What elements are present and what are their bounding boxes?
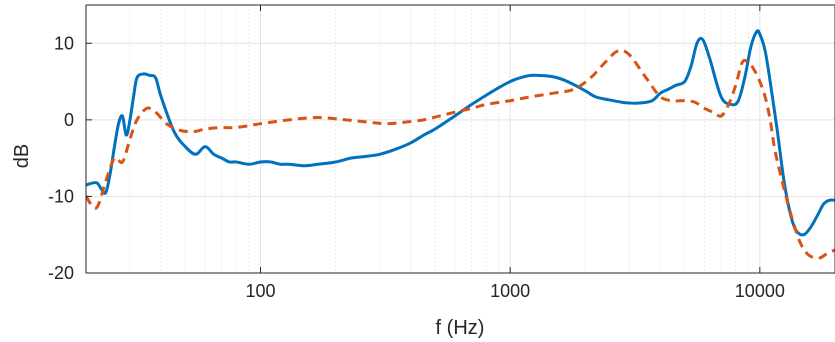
plot-box [85,4,835,274]
y-tick-label: 0 [64,110,74,130]
y-tick-label: -10 [48,186,74,206]
x-axis-label: f (Hz) [436,317,485,339]
x-tick-label: 1000 [490,281,530,301]
y-axis-label: dB [11,144,33,168]
grid [86,5,835,274]
series-line-solid [86,29,835,237]
y-tick-label: 10 [54,33,74,53]
series-layer [86,29,835,260]
series-line-dashed [86,48,835,260]
x-tick-label: 100 [245,281,275,301]
x-tick-label: 10000 [735,281,785,301]
y-tick-label: -20 [48,263,74,283]
axes [85,4,835,274]
